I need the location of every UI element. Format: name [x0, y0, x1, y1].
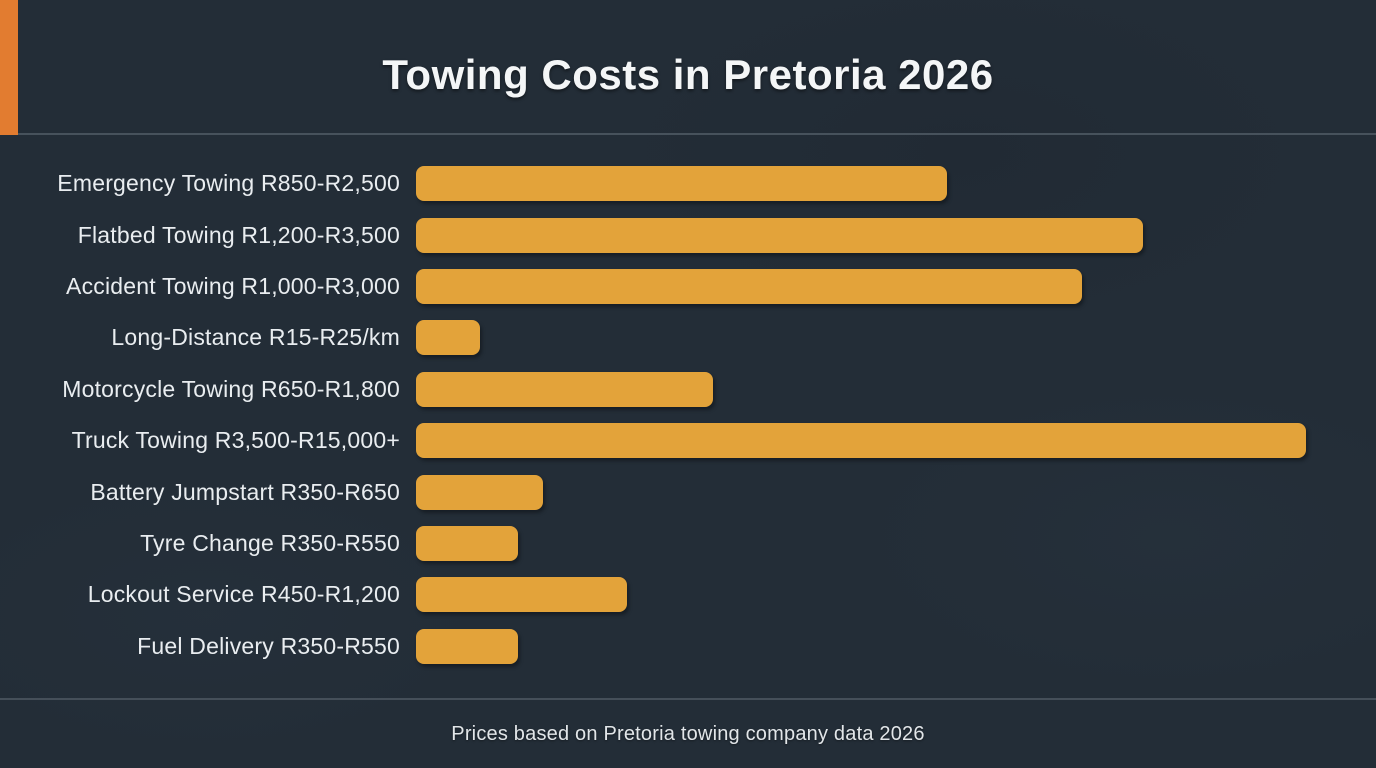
bar-track [416, 166, 1306, 202]
accent-stripe [0, 0, 18, 135]
bar-chart: Emergency Towing R850-R2,500 Flatbed Tow… [0, 135, 1376, 698]
row-label: Lockout Service R450-R1,200 [87, 581, 400, 608]
footer-note: Prices based on Pretoria towing company … [451, 722, 925, 745]
chart-title: Towing Costs in Pretoria 2026 [382, 50, 994, 98]
chart-row: Motorcycle Towing R650-R1,800 [0, 364, 1306, 415]
chart-header: Towing Costs in Pretoria 2026 [0, 0, 1376, 135]
chart-row: Emergency Towing R850-R2,500 [0, 158, 1306, 209]
bar [416, 628, 519, 664]
bar [416, 371, 714, 407]
chart-row: Battery Jumpstart R350-R650 [0, 466, 1306, 517]
row-label: Emergency Towing R850-R2,500 [57, 170, 400, 197]
row-label: Fuel Delivery R350-R550 [137, 632, 400, 659]
chart-row: Lockout Service R450-R1,200 [0, 569, 1306, 620]
bar-track [416, 577, 1306, 613]
bar [416, 423, 1306, 459]
bar-track [416, 268, 1306, 304]
bar [416, 474, 544, 510]
bar [416, 577, 627, 613]
row-label: Truck Towing R3,500-R15,000+ [71, 427, 400, 454]
row-label: Accident Towing R1,000-R3,000 [66, 272, 400, 299]
chart-rows: Emergency Towing R850-R2,500 Flatbed Tow… [0, 158, 1306, 672]
bar-track [416, 217, 1306, 253]
bar [416, 217, 1144, 253]
bar [416, 166, 948, 202]
chart-row: Accident Towing R1,000-R3,000 [0, 261, 1306, 312]
bar-track [416, 320, 1306, 356]
row-label: Flatbed Towing R1,200-R3,500 [77, 221, 400, 248]
bar-track [416, 423, 1306, 459]
chart-footer: Prices based on Pretoria towing company … [0, 698, 1376, 768]
chart-row: Tyre Change R350-R550 [0, 518, 1306, 569]
chart-row: Long-Distance R15-R25/km [0, 312, 1306, 363]
bar-track [416, 371, 1306, 407]
chart-row: Truck Towing R3,500-R15,000+ [0, 415, 1306, 466]
chart-row: Flatbed Towing R1,200-R3,500 [0, 209, 1306, 260]
bar-track [416, 525, 1306, 561]
row-label: Long-Distance R15-R25/km [111, 324, 400, 351]
row-label: Tyre Change R350-R550 [140, 529, 400, 556]
row-label: Motorcycle Towing R650-R1,800 [62, 375, 400, 402]
bar [416, 525, 519, 561]
bar [416, 268, 1082, 304]
bar-track [416, 628, 1306, 664]
bar-track [416, 474, 1306, 510]
chart-row: Fuel Delivery R350-R550 [0, 621, 1306, 672]
bar [416, 320, 481, 356]
row-label: Battery Jumpstart R350-R650 [90, 478, 400, 505]
